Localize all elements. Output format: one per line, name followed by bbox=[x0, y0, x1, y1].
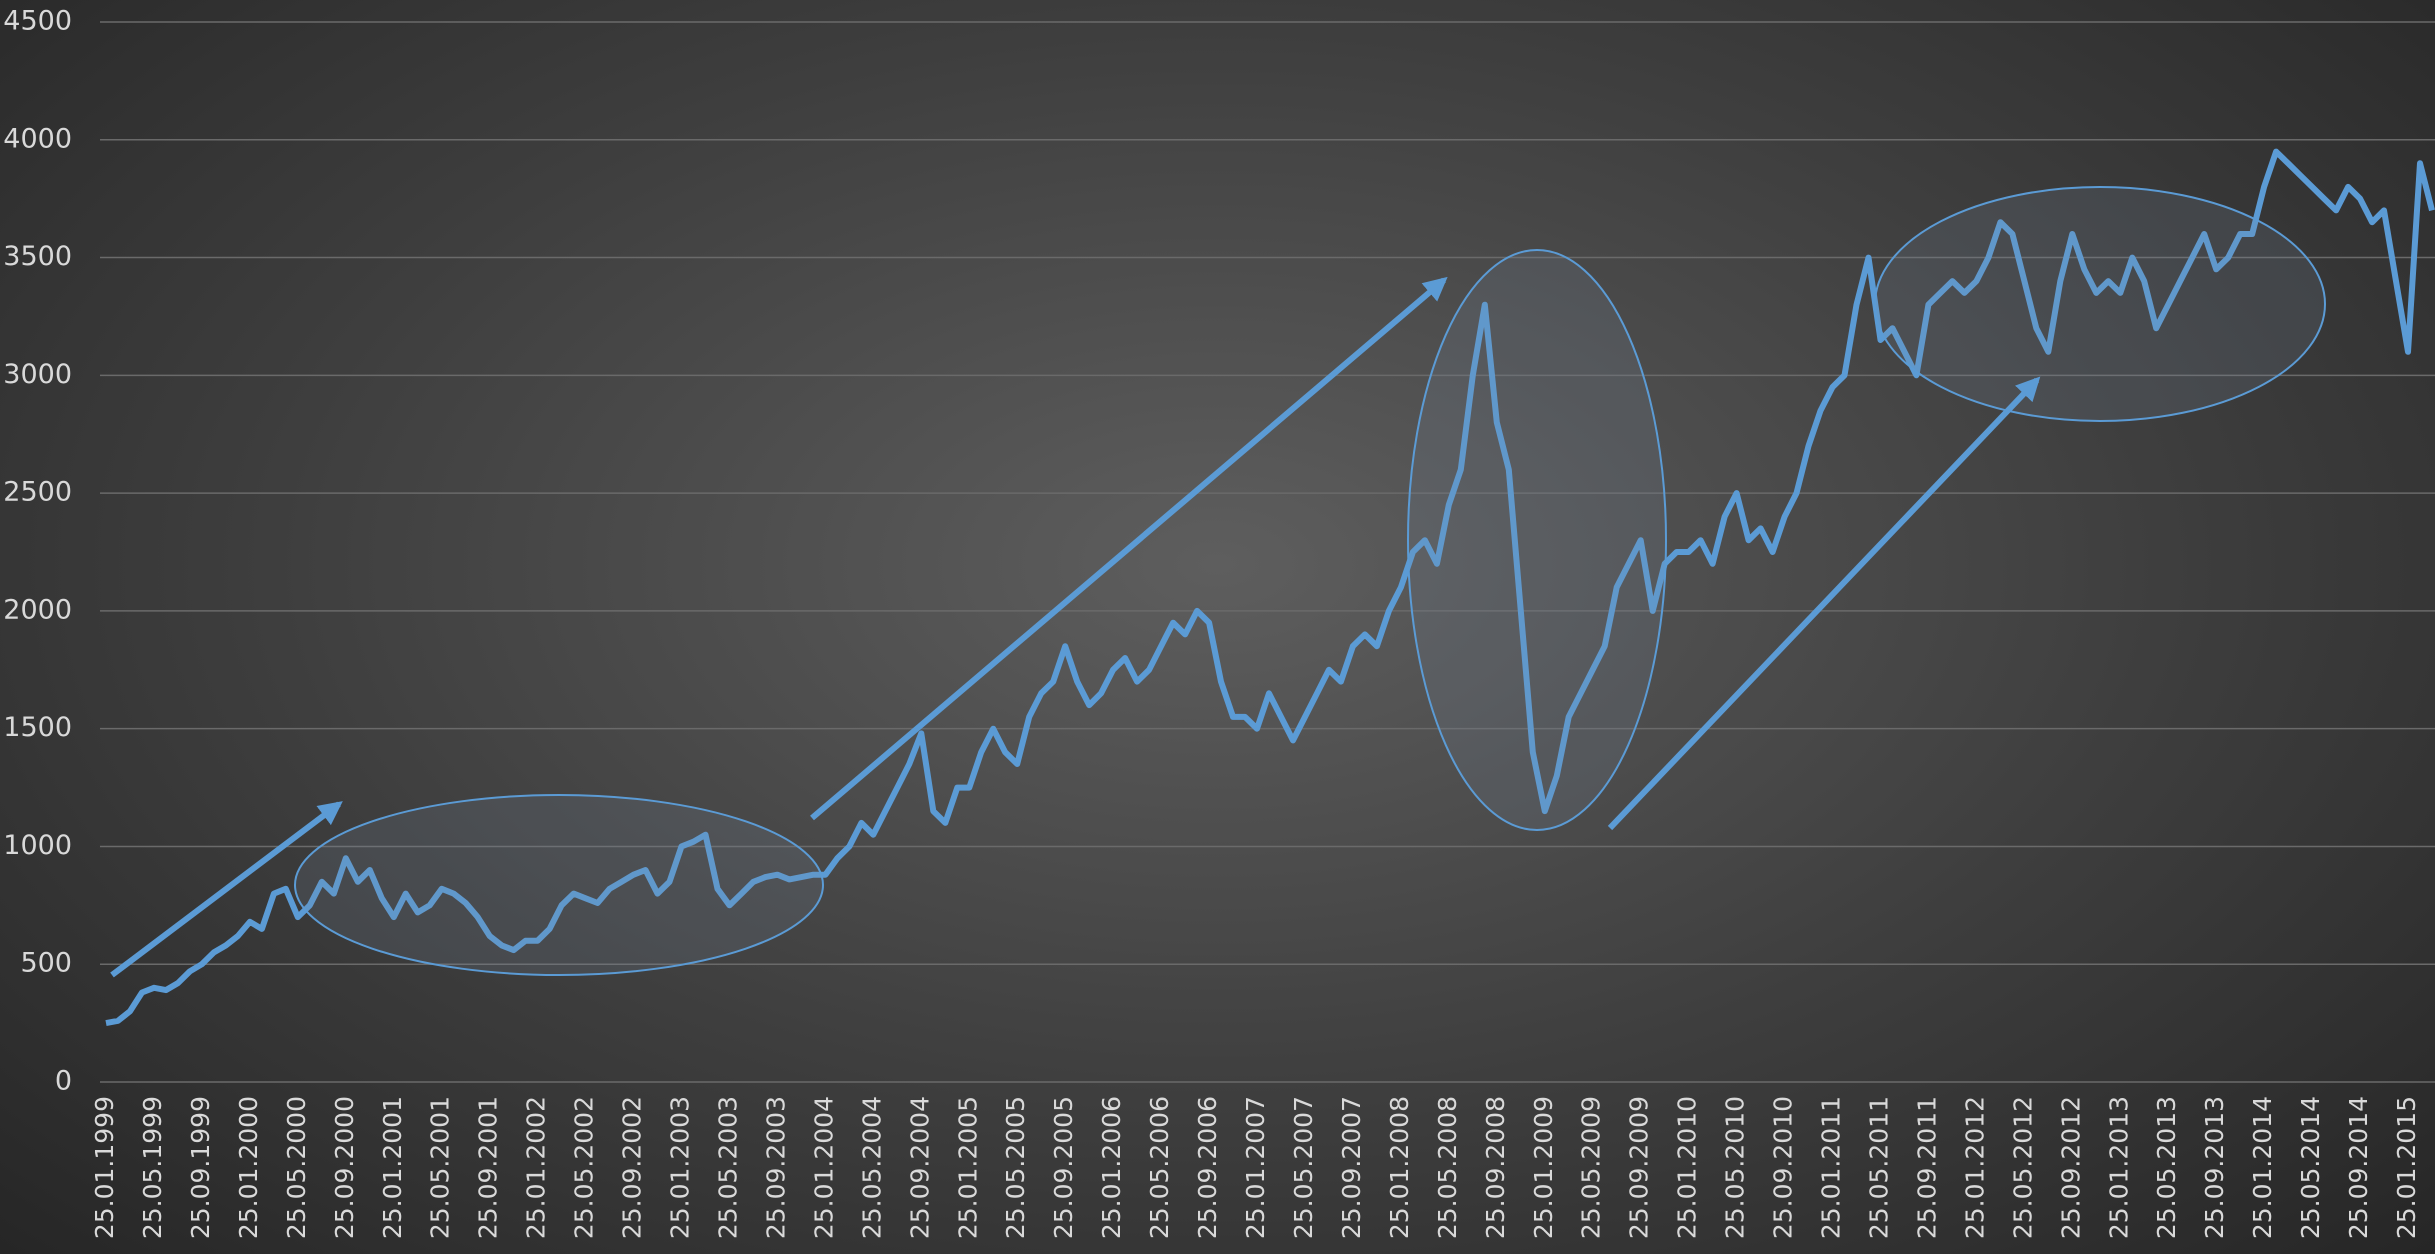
x-tick-label: 25.01.2013 bbox=[2104, 1096, 2133, 1239]
x-tick-label: 25.01.2006 bbox=[1097, 1096, 1126, 1239]
x-tick-label: 25.09.2012 bbox=[2056, 1096, 2085, 1239]
y-tick-label: 2500 bbox=[3, 477, 72, 508]
x-tick-label: 25.05.2001 bbox=[426, 1096, 455, 1239]
x-tick-label: 25.05.2008 bbox=[1433, 1096, 1462, 1239]
x-tick-label: 25.09.2005 bbox=[1049, 1096, 1078, 1239]
x-tick-label: 25.05.2013 bbox=[2152, 1096, 2181, 1239]
x-tick-label: 25.05.2003 bbox=[713, 1096, 742, 1239]
x-tick-label: 25.05.2002 bbox=[570, 1096, 599, 1239]
x-tick-label: 25.09.2014 bbox=[2344, 1096, 2373, 1239]
x-tick-label: 25.09.2000 bbox=[330, 1096, 359, 1239]
annotations bbox=[110, 186, 2326, 978]
x-tick-label: 25.01.2000 bbox=[234, 1096, 263, 1239]
x-tick-label: 25.09.2002 bbox=[618, 1096, 647, 1239]
x-tick-label: 25.05.2006 bbox=[1145, 1096, 1174, 1239]
x-tick-label: 25.05.2009 bbox=[1577, 1096, 1606, 1239]
x-tick-label: 25.09.2001 bbox=[474, 1096, 503, 1239]
y-tick-label: 3500 bbox=[3, 241, 72, 272]
y-tick-label: 0 bbox=[55, 1066, 72, 1097]
x-tick-label: 25.01.2010 bbox=[1673, 1096, 1702, 1239]
x-tick-label: 25.09.2007 bbox=[1337, 1096, 1366, 1239]
x-tick-label: 25.01.2003 bbox=[666, 1096, 695, 1239]
x-tick-label: 25.01.2002 bbox=[522, 1096, 551, 1239]
ellipse bbox=[294, 794, 824, 976]
y-tick-label: 4500 bbox=[3, 6, 72, 37]
x-tick-label: 25.05.2004 bbox=[857, 1096, 886, 1239]
x-tick-label: 25.09.2006 bbox=[1193, 1096, 1222, 1239]
y-tick-label: 500 bbox=[20, 948, 72, 979]
x-tick-label: 25.09.2010 bbox=[1769, 1096, 1798, 1239]
x-tick-label: 25.09.2008 bbox=[1481, 1096, 1510, 1239]
arrow bbox=[1607, 376, 2041, 831]
y-tick-label: 4000 bbox=[3, 123, 72, 154]
x-tick-label: 25.05.2012 bbox=[2008, 1096, 2037, 1239]
x-tick-label: 25.05.2011 bbox=[1864, 1096, 1893, 1239]
data-line bbox=[105, 148, 2435, 1027]
ellipse bbox=[1407, 249, 1667, 831]
x-tick-label: 25.05.2014 bbox=[2296, 1096, 2325, 1239]
x-tick-label: 25.01.2012 bbox=[1960, 1096, 1989, 1239]
x-tick-label: 25.09.2003 bbox=[761, 1096, 790, 1239]
x-tick-label: 25.01.2015 bbox=[2392, 1096, 2421, 1239]
y-tick-label: 1000 bbox=[3, 830, 72, 861]
x-tick-label: 25.01.2007 bbox=[1241, 1096, 1270, 1239]
x-tick-label: 25.01.2014 bbox=[2248, 1096, 2277, 1239]
x-tick-label: 25.01.2009 bbox=[1529, 1096, 1558, 1239]
x-tick-label: 25.09.2009 bbox=[1625, 1096, 1654, 1239]
arrow bbox=[810, 276, 1448, 821]
ellipse bbox=[1874, 186, 2326, 422]
y-tick-label: 1500 bbox=[3, 712, 72, 743]
x-tick-label: 25.01.2001 bbox=[378, 1096, 407, 1239]
x-tick-label: 25.05.1999 bbox=[138, 1096, 167, 1239]
x-tick-label: 25.09.1999 bbox=[186, 1096, 215, 1239]
x-tick-label: 25.09.2004 bbox=[905, 1096, 934, 1239]
x-tick-label: 25.05.2010 bbox=[1721, 1096, 1750, 1239]
x-tick-label: 25.05.2007 bbox=[1289, 1096, 1318, 1239]
x-tick-label: 25.01.2008 bbox=[1385, 1096, 1414, 1239]
x-tick-label: 25.09.2011 bbox=[1912, 1096, 1941, 1239]
x-tick-label: 25.01.2011 bbox=[1817, 1096, 1846, 1239]
x-tick-label: 25.05.2005 bbox=[1001, 1096, 1030, 1239]
y-tick-label: 2000 bbox=[3, 594, 72, 625]
y-tick-label: 3000 bbox=[3, 359, 72, 390]
arrow bbox=[110, 801, 343, 978]
x-tick-label: 25.05.2000 bbox=[282, 1096, 311, 1239]
x-tick-label: 25.01.2005 bbox=[953, 1096, 982, 1239]
x-tick-label: 25.01.2004 bbox=[809, 1096, 838, 1239]
x-tick-label: 25.01.1999 bbox=[90, 1096, 119, 1239]
x-tick-label: 25.09.2013 bbox=[2200, 1096, 2229, 1239]
